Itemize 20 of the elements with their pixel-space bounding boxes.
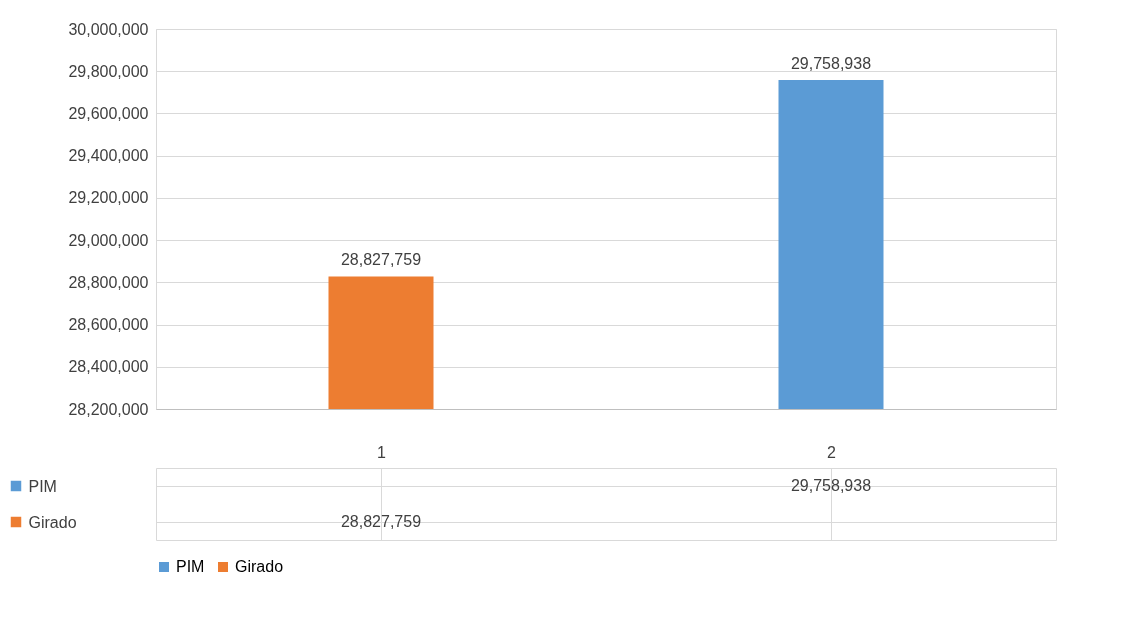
legend-label: PIM bbox=[176, 558, 205, 575]
y-tick-label: 29,000,000 bbox=[68, 231, 149, 249]
text: Girado bbox=[28, 513, 77, 531]
y-tick-label: 30,000,000 bbox=[68, 20, 149, 38]
text: 29,758,938 bbox=[790, 477, 872, 494]
x-tick-label: 2 bbox=[827, 443, 837, 461]
y-tick-label: 29,600,000 bbox=[68, 104, 149, 122]
text: PIM bbox=[28, 477, 57, 495]
text: 28,827,759 bbox=[340, 513, 422, 530]
y-tick-label: 28,200,000 bbox=[68, 400, 149, 418]
data-label: 29,758,938 bbox=[790, 54, 872, 72]
y-tick-label: 28,400,000 bbox=[68, 358, 149, 376]
y-tick-label: 28,600,000 bbox=[68, 316, 149, 334]
y-tick-label: 29,200,000 bbox=[68, 189, 149, 207]
y-tick-label: 28,800,000 bbox=[68, 273, 149, 291]
y-tick-label: 29,400,000 bbox=[68, 147, 149, 165]
legend-label: Girado bbox=[235, 558, 284, 575]
data-label: 28,827,759 bbox=[340, 251, 422, 269]
x-tick-label: 1 bbox=[377, 443, 387, 461]
y-tick-label: 29,800,000 bbox=[68, 62, 149, 80]
